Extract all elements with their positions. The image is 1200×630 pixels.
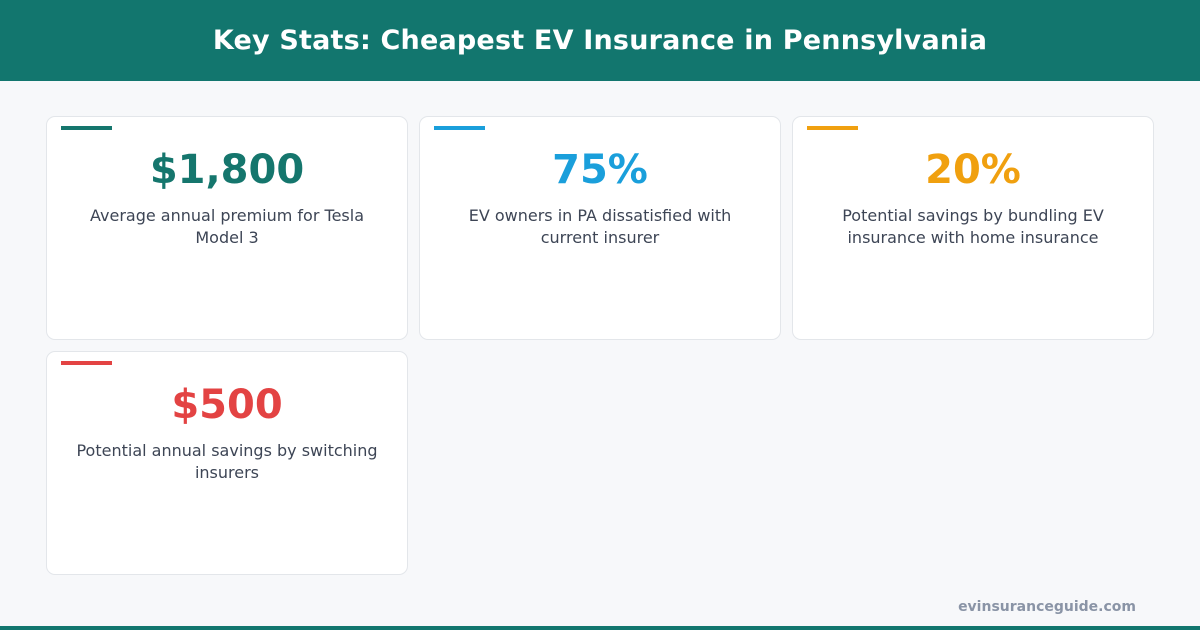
stat-card: 75% EV owners in PA dissatisfied with cur…	[419, 116, 781, 340]
stat-label: Potential savings by bundling EV insuran…	[842, 206, 1104, 247]
accent-bar	[61, 126, 112, 130]
stat-card: $1,800 Average annual premium for Tesla M…	[46, 116, 408, 340]
accent-bar	[61, 361, 112, 365]
bottom-bar	[0, 626, 1200, 630]
stat-card: 20% Potential savings by bundling EV insu…	[792, 116, 1154, 340]
stat-value: 20%	[925, 147, 1021, 193]
stat-label: Average annual premium for Tesla Model 3	[90, 206, 364, 247]
accent-bar	[807, 126, 858, 130]
stat-label: Potential annual savings by switching in…	[76, 441, 378, 482]
stat-card: $500 Potential annual savings by switchin…	[46, 351, 408, 575]
stat-label: EV owners in PA dissatisfied with curren…	[468, 206, 732, 247]
title: Key Stats: Cheapest EV Insurance in Penn…	[212, 25, 988, 56]
stat-value: $1,800	[149, 147, 305, 193]
stat-value: 75%	[552, 147, 648, 193]
source: evinsuranceguide.com	[958, 599, 1136, 615]
stat-value: $500	[171, 382, 283, 428]
header: Key Stats: Cheapest EV Insurance in Penn…	[0, 0, 1200, 81]
accent-bar	[434, 126, 485, 130]
